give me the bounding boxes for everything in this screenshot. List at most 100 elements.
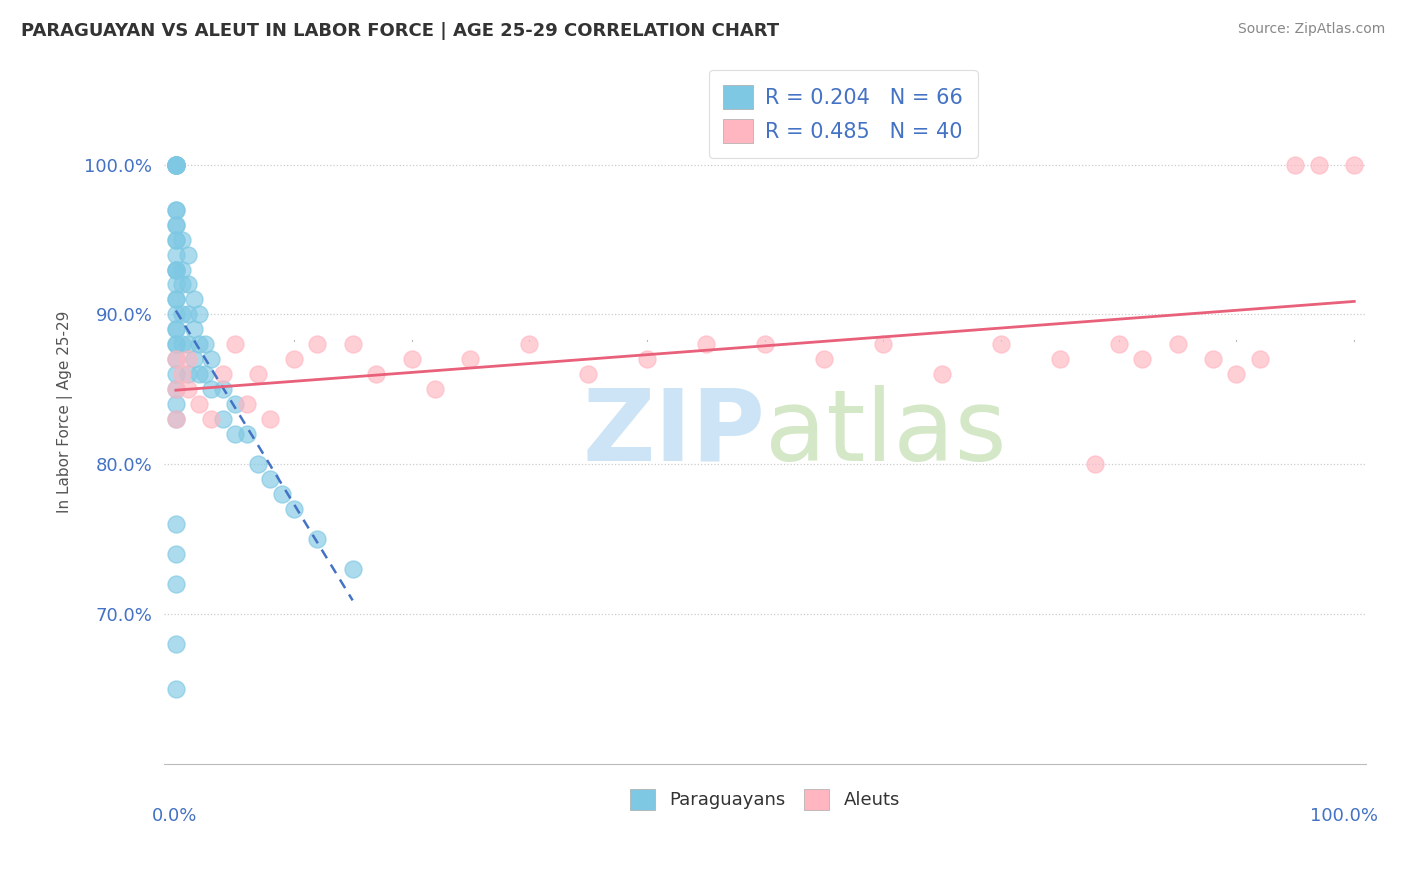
Point: [188, 308, 211, 322]
Text: PARAGUAYAN VS ALEUT IN LABOR FORCE | AGE 25-29 CORRELATION CHART: PARAGUAYAN VS ALEUT IN LABOR FORCE | AGE…: [21, 22, 779, 40]
Point: [165, 157, 187, 171]
Point: [872, 337, 894, 351]
Point: [176, 277, 198, 292]
Point: [165, 308, 187, 322]
Point: [224, 337, 246, 351]
Point: [165, 157, 187, 171]
Y-axis label: In Labor Force | Age 25-29: In Labor Force | Age 25-29: [58, 310, 73, 513]
Point: [576, 368, 599, 382]
Point: [165, 547, 187, 561]
Point: [176, 368, 198, 382]
Point: [165, 397, 187, 411]
Point: [200, 383, 222, 397]
Point: [188, 368, 211, 382]
Point: [1284, 157, 1306, 171]
Point: [165, 202, 187, 217]
Point: [224, 397, 246, 411]
Point: [1249, 352, 1271, 367]
Point: [200, 352, 222, 367]
Point: [170, 233, 193, 247]
Point: [176, 308, 198, 322]
Point: [188, 397, 211, 411]
Point: [165, 368, 187, 382]
Point: [170, 368, 193, 382]
Point: [165, 202, 187, 217]
Point: [165, 637, 187, 651]
Point: [165, 577, 187, 591]
Point: [176, 352, 198, 367]
Point: [188, 337, 211, 351]
Point: [165, 383, 187, 397]
Point: [165, 157, 187, 171]
Point: [636, 352, 658, 367]
Text: 100.0%: 100.0%: [1310, 806, 1378, 824]
Point: [165, 412, 187, 426]
Text: atlas: atlas: [765, 384, 1007, 482]
Point: [183, 322, 205, 336]
Point: [423, 383, 446, 397]
Point: [183, 293, 205, 307]
Point: [165, 517, 187, 532]
Point: [224, 427, 246, 442]
Point: [200, 412, 222, 426]
Point: [1108, 337, 1130, 351]
Text: Source: ZipAtlas.com: Source: ZipAtlas.com: [1237, 22, 1385, 37]
Legend: Paraguayans, Aleuts: Paraguayans, Aleuts: [621, 780, 910, 819]
Point: [307, 337, 329, 351]
Point: [170, 337, 193, 351]
Point: [165, 157, 187, 171]
Point: [519, 337, 541, 351]
Point: [165, 262, 187, 277]
Point: [931, 368, 953, 382]
Point: [165, 218, 187, 232]
Point: [176, 247, 198, 261]
Point: [165, 383, 187, 397]
Point: [1166, 337, 1188, 351]
Point: [165, 352, 187, 367]
Point: [165, 262, 187, 277]
Point: [990, 337, 1012, 351]
Point: [813, 352, 835, 367]
Point: [212, 412, 235, 426]
Point: [342, 562, 364, 576]
Point: [176, 337, 198, 351]
Point: [307, 533, 329, 547]
Point: [259, 472, 281, 486]
Point: [165, 293, 187, 307]
Point: [1202, 352, 1225, 367]
Point: [1308, 157, 1330, 171]
Point: [247, 458, 270, 472]
Point: [1130, 352, 1153, 367]
Point: [283, 352, 305, 367]
Point: [1225, 368, 1247, 382]
Point: [176, 383, 198, 397]
Point: [342, 337, 364, 351]
Point: [165, 262, 187, 277]
Point: [283, 502, 305, 516]
Point: [235, 427, 257, 442]
Text: 0.0%: 0.0%: [152, 806, 197, 824]
Point: [165, 682, 187, 697]
Point: [1084, 458, 1107, 472]
Point: [754, 337, 776, 351]
Point: [165, 337, 187, 351]
Point: [183, 352, 205, 367]
Point: [165, 322, 187, 336]
Point: [165, 233, 187, 247]
Point: [1049, 352, 1071, 367]
Point: [165, 352, 187, 367]
Point: [165, 218, 187, 232]
Point: [212, 383, 235, 397]
Point: [165, 412, 187, 426]
Point: [165, 322, 187, 336]
Point: [212, 368, 235, 382]
Point: [165, 337, 187, 351]
Point: [165, 157, 187, 171]
Point: [247, 368, 270, 382]
Point: [695, 337, 717, 351]
Point: [235, 397, 257, 411]
Point: [165, 157, 187, 171]
Point: [366, 368, 388, 382]
Point: [165, 277, 187, 292]
Point: [401, 352, 423, 367]
